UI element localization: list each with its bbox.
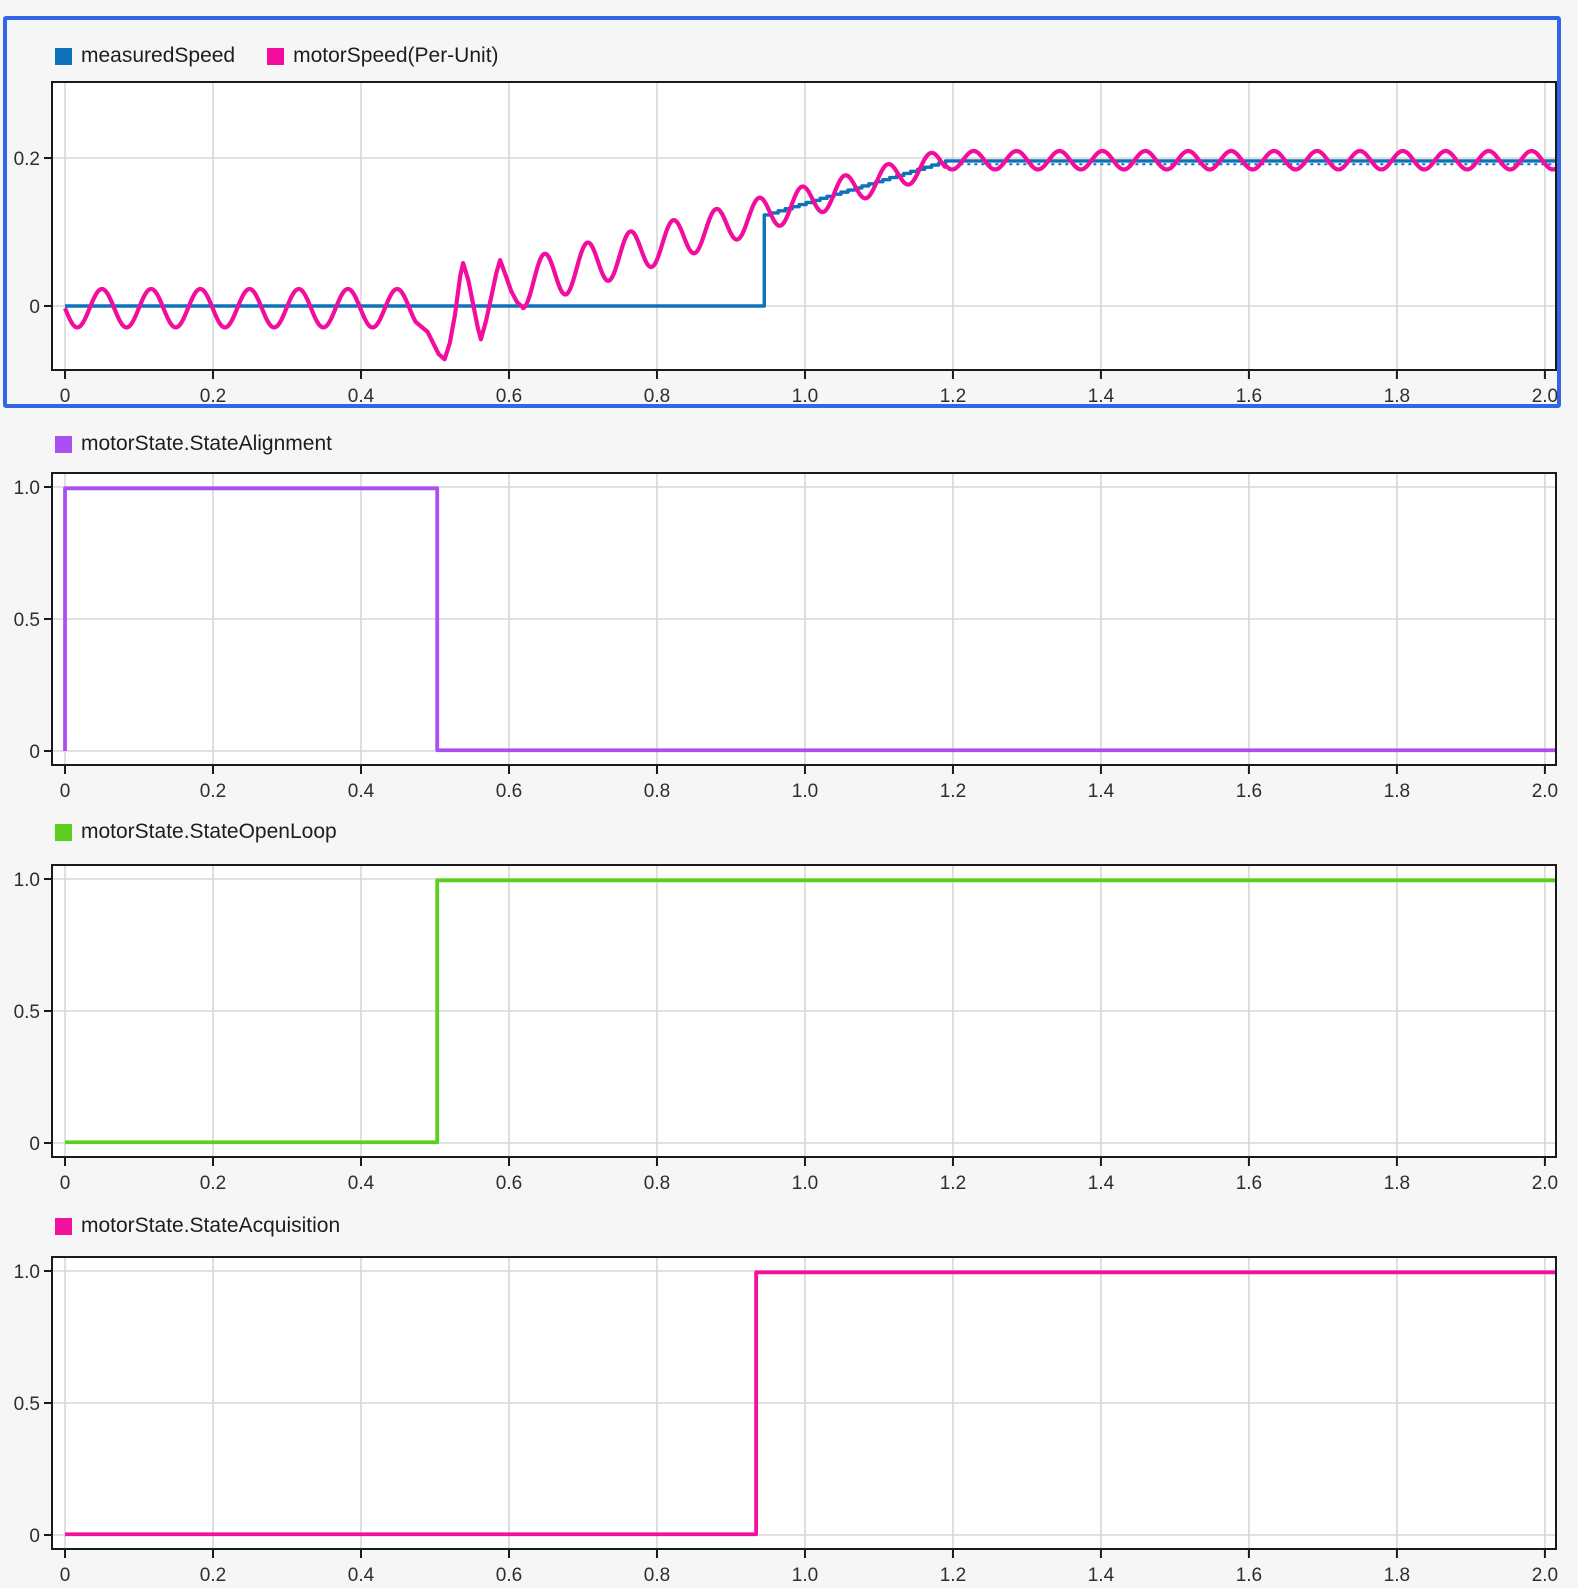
x-tick-label: 1.2 (940, 1565, 966, 1586)
legend-item-statealignment: motorState.StateAlignment (55, 432, 332, 456)
legend-item-measuredspeed: measuredSpeed (55, 44, 235, 68)
x-tick-label: 0.2 (200, 386, 226, 407)
series-path-motorState.StateAlignment (63, 486, 1556, 753)
x-tick-label: 0 (60, 1565, 71, 1586)
y-tick-label: 0 (29, 1134, 40, 1155)
y-tick-label: 0.5 (14, 1002, 40, 1023)
legend-swatch-stateacquisition (55, 1217, 72, 1235)
plot-area (52, 82, 1556, 370)
x-tick-label: 0 (60, 781, 71, 802)
x-tick-label: 1.8 (1384, 1173, 1410, 1194)
legend-item-stateacquisition: motorState.StateAcquisition (55, 1214, 340, 1238)
x-tick-label: 1.8 (1384, 386, 1410, 407)
x-tick-label: 1.6 (1236, 386, 1262, 407)
y-tick-label: 0 (29, 297, 40, 318)
chart-state-acquisition-legend: motorState.StateAcquisition (55, 1214, 340, 1238)
legend-label-measuredspeed: measuredSpeed (81, 44, 236, 67)
x-tick-label: 0.4 (348, 1565, 375, 1586)
plot-border (51, 81, 1557, 371)
x-tick-label: 0 (60, 1173, 71, 1194)
legend-swatch-stateopenloop (55, 823, 72, 841)
x-tick-label: 0.8 (644, 1173, 670, 1194)
x-tick-label: 1.2 (940, 781, 966, 802)
x-tick-label: 0.6 (496, 386, 522, 407)
legend-label-motorspeed: motorSpeed(Per-Unit) (293, 44, 499, 67)
legend-item-motorspeed: motorSpeed(Per-Unit) (267, 44, 499, 68)
x-tick-label: 2.0 (1532, 386, 1558, 407)
legend-label-statealignment: motorState.StateAlignment (81, 432, 332, 455)
x-tick-label: 1.2 (940, 386, 966, 407)
x-tick-label: 0.6 (496, 781, 522, 802)
x-tick-label: 0.2 (200, 1565, 226, 1586)
x-tick-label: 1.4 (1088, 1565, 1115, 1586)
x-tick-label: 1.0 (792, 781, 818, 802)
x-tick-label: 0.2 (200, 1173, 226, 1194)
x-tick-label: 2.0 (1532, 1173, 1558, 1194)
x-tick-label: 1.4 (1088, 1173, 1115, 1194)
x-tick-label: 1.0 (792, 1565, 818, 1586)
x-tick-label: 0.8 (644, 781, 670, 802)
legend-item-stateopenloop: motorState.StateOpenLoop (55, 820, 337, 844)
chart-state-alignment-legend: motorState.StateAlignment (55, 432, 332, 456)
x-tick-label: 1.6 (1236, 1565, 1262, 1586)
x-tick-label: 1.8 (1384, 781, 1410, 802)
legend-label-stateopenloop: motorState.StateOpenLoop (81, 820, 337, 843)
y-tick-label: 0 (29, 742, 40, 763)
legend-label-stateacquisition: motorState.StateAcquisition (81, 1214, 341, 1237)
y-tick-label: 1.0 (14, 1262, 40, 1283)
x-tick-label: 0.6 (496, 1173, 522, 1194)
legend-swatch-statealignment (55, 435, 72, 453)
x-tick-label: 0.6 (496, 1565, 522, 1586)
x-tick-label: 1.6 (1236, 781, 1262, 802)
y-tick-label: 1.0 (14, 478, 40, 499)
y-tick-label: 1.0 (14, 870, 40, 891)
x-tick-label: 1.4 (1088, 781, 1115, 802)
x-tick-label: 1.2 (940, 1173, 966, 1194)
x-tick-label: 1.0 (792, 386, 818, 407)
y-tick-label: 0.5 (14, 610, 40, 631)
x-tick-label: 0.8 (644, 1565, 670, 1586)
state-openloop-plot-canvas[interactable]: 0 0.2 0.4 0.6 0.8 1.0 1.2 1.4 1.6 1.8 2.0 1.0 0.5 0 (0, 863, 1578, 1197)
y-tick-label: 0 (29, 1526, 40, 1547)
x-tick-label: 2.0 (1532, 1565, 1558, 1586)
x-tick-label: 0.2 (200, 781, 226, 802)
chart-state-openloop-legend: motorState.StateOpenLoop (55, 820, 337, 844)
plot-border (51, 472, 1557, 766)
x-tick-label: 1.6 (1236, 1173, 1262, 1194)
state-alignment-plot-canvas[interactable]: 0 0.2 0.4 0.6 0.8 1.0 1.2 1.4 1.6 1.8 2.0 1.0 0.5 0 (0, 471, 1578, 805)
x-tick-label: 0.8 (644, 386, 670, 407)
speed-plot-canvas[interactable]: 0 0.2 0.4 0.6 0.8 1.0 1.2 1.4 1.6 1.8 2.0 0.2 0 (0, 80, 1578, 410)
series-path-motorState.StateOpenLoop (65, 878, 1556, 1145)
legend-swatch-measuredspeed (55, 47, 72, 65)
x-tick-label: 0.4 (348, 1173, 375, 1194)
plot-border (51, 1256, 1557, 1550)
x-tick-label: 1.4 (1088, 386, 1115, 407)
series-path-motorState.StateAcquisition (65, 1270, 1556, 1537)
y-tick-label: 0.5 (14, 1394, 40, 1415)
x-tick-label: 1.8 (1384, 1565, 1410, 1586)
series-path-motorSpeed(Per-Unit) (63, 148, 1557, 362)
x-tick-label: 0.4 (348, 386, 375, 407)
chart-speed-legend: measuredSpeed motorSpeed(Per-Unit) (55, 44, 499, 68)
y-tick-label: 0.2 (14, 149, 40, 170)
x-tick-label: 0 (60, 386, 71, 407)
plot-border (51, 864, 1557, 1158)
legend-swatch-motorspeed (267, 47, 285, 65)
x-tick-label: 0.4 (348, 781, 375, 802)
state-acquisition-plot-canvas[interactable]: 0 0.2 0.4 0.6 0.8 1.0 1.2 1.4 1.6 1.8 2.0 1.0 0.5 0 (0, 1255, 1578, 1588)
x-tick-label: 2.0 (1532, 781, 1558, 802)
x-tick-label: 1.0 (792, 1173, 818, 1194)
